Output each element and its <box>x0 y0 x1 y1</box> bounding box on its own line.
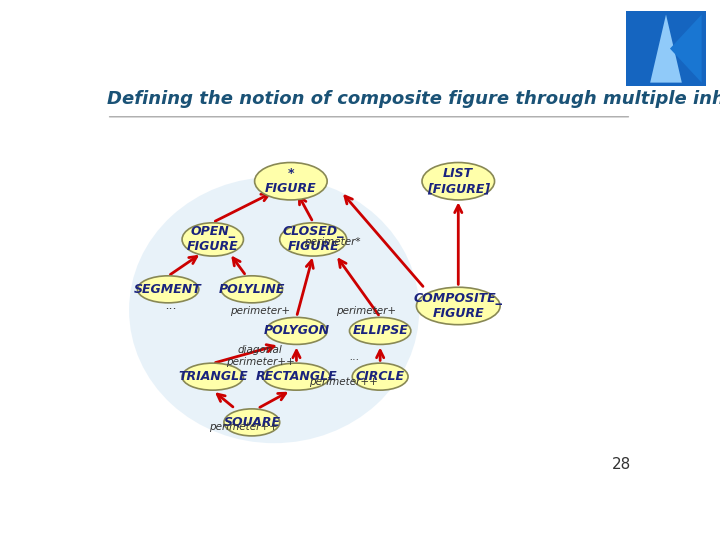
Text: ...: ... <box>350 352 360 362</box>
Text: Defining the notion of composite figure through multiple inheritance: Defining the notion of composite figure … <box>107 90 720 108</box>
Text: ELLIPSE: ELLIPSE <box>352 325 408 338</box>
Text: OPEN_
FIGURE: OPEN_ FIGURE <box>187 225 238 253</box>
Text: perimeter++: perimeter++ <box>209 422 278 433</box>
Text: POLYLINE: POLYLINE <box>219 283 285 296</box>
Ellipse shape <box>138 276 199 303</box>
Text: perimeter+: perimeter+ <box>230 306 290 316</box>
Ellipse shape <box>182 363 243 390</box>
Text: COMPOSITE_
FIGURE: COMPOSITE_ FIGURE <box>414 292 503 320</box>
Ellipse shape <box>182 223 243 256</box>
Text: *
FIGURE: * FIGURE <box>265 167 317 195</box>
Ellipse shape <box>263 363 330 390</box>
Ellipse shape <box>280 223 347 256</box>
Polygon shape <box>650 15 682 83</box>
Ellipse shape <box>422 163 495 200</box>
FancyBboxPatch shape <box>626 11 706 86</box>
Ellipse shape <box>349 318 411 345</box>
Polygon shape <box>670 15 701 83</box>
Text: perimeter+: perimeter+ <box>336 306 396 316</box>
Ellipse shape <box>416 287 500 325</box>
Ellipse shape <box>266 318 327 345</box>
Text: CIRCLE: CIRCLE <box>356 370 405 383</box>
Text: RECTANGLE: RECTANGLE <box>256 370 337 383</box>
Text: diagonal
perimeter++: diagonal perimeter++ <box>226 345 294 367</box>
Text: ...: ... <box>165 300 177 313</box>
Text: SQUARE: SQUARE <box>223 416 280 429</box>
Ellipse shape <box>352 363 408 390</box>
Ellipse shape <box>221 276 282 303</box>
Ellipse shape <box>255 163 327 200</box>
Ellipse shape <box>224 409 279 436</box>
Ellipse shape <box>129 177 419 443</box>
Text: LIST
[FIGURE]: LIST [FIGURE] <box>427 167 490 195</box>
Text: 28: 28 <box>612 457 631 472</box>
Text: POLYGON: POLYGON <box>264 325 330 338</box>
Text: perimeter*: perimeter* <box>305 237 361 247</box>
Text: perimeter++: perimeter++ <box>310 376 378 387</box>
Text: CLOSED_
FIGURE: CLOSED_ FIGURE <box>282 225 344 253</box>
Text: SEGMENT: SEGMENT <box>134 283 202 296</box>
Text: TRIANGLE: TRIANGLE <box>178 370 248 383</box>
